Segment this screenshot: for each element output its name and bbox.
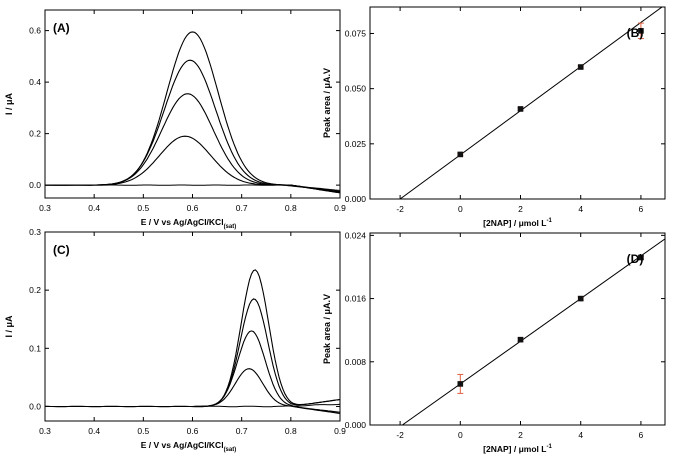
data-point [638,28,644,34]
data-point [457,381,464,387]
x-axis-label-text: E / V vs Ag/AgCl/KCl [141,217,224,227]
plot-frame [369,232,666,426]
x-tick-label: 6 [639,204,644,214]
x-tick-label: 2 [518,430,523,440]
y-tick-label: 0.6 [29,26,41,36]
voltammogram-series [45,135,341,193]
x-tick-label: 0.6 [187,203,199,213]
x-tick-label: 0.9 [334,203,346,213]
x-tick-label: 4 [578,204,583,214]
y-tick-label: 0.025 [345,139,367,149]
y-tick-label: 0.1 [29,343,41,353]
panel-D: -2 0 2 4 6 0.000 0.008 0.016 0.024 (D) [2NAP] / μm… [322,230,666,454]
plot-frame [44,231,341,422]
x-axis-label-subscript: (sat) [224,447,237,453]
x-axis-label-text: [2NAP] / μmol L [483,444,546,454]
x-tick-label: 2 [518,204,523,214]
x-tick-label: 0.3 [39,203,51,213]
y-tick-label: 0.075 [345,28,367,38]
y-tick-label: 0.016 [345,294,367,304]
y-tick-label: 0.0 [29,401,41,411]
x-tick-label: 0.5 [137,426,149,436]
voltammogram-series [45,269,341,408]
y-tick-label: 0.2 [29,285,41,295]
voltammogram-series [45,330,341,414]
panel-B: -2 0 2 4 6 0.000 0.025 0.050 0.075 (B) [2NAP] / μm… [322,6,666,228]
voltammogram-series [45,298,341,408]
x-axis-label: E / V vs Ag/AgCl/KCl(sat) [141,440,236,453]
y-tick-label: 0.3 [29,227,41,237]
plot-frame [44,9,341,199]
panel-label: (D) [627,252,644,266]
y-tick-label: 0.0 [29,180,41,190]
data-point [517,336,524,343]
x-tick-label: 0.9 [334,426,346,436]
data-point [638,254,644,261]
x-tick-label: 6 [639,430,644,440]
y-tick-label: 0.024 [345,230,367,240]
regression-line [399,7,663,199]
x-tick-label: -2 [396,204,404,214]
panel-label: (A) [53,21,70,35]
data-point [577,295,584,302]
x-tick-label: 0.8 [285,426,297,436]
y-tick-label: 0.008 [345,357,367,367]
x-axis-label: [2NAP] / μmol L-1 [483,444,552,454]
data-point [577,64,584,70]
x-axis-label-text: E / V vs Ag/AgCl/KCl [141,440,224,450]
y-tick-label: 0.000 [345,194,367,204]
y-tick-label: 0.2 [29,129,41,139]
x-tick-label: 0.7 [236,426,248,436]
x-tick-label: -2 [396,430,404,440]
y-tick-label: 0.4 [29,77,41,87]
panel-label: (B) [627,26,644,40]
x-tick-label: 0.5 [137,203,149,213]
plot-frame [369,6,666,200]
data-point [517,106,524,112]
panel-C: 0.3 0.4 0.5 0.6 0.7 0.8 0.9 0.0 0.1 0.2 0.3 (C) E / … [4,227,346,453]
x-axis-label-text: [2NAP] / μmol L [483,218,546,228]
x-axis-label-subscript: (sat) [224,224,237,230]
voltammogram-series [45,31,341,194]
x-tick-label: 0 [458,204,463,214]
panel-label: (C) [53,243,70,257]
x-tick-label: 0.6 [187,426,199,436]
y-axis-label: Peak area / μA.V [322,294,332,364]
regression-line [402,238,665,425]
x-tick-label: 4 [578,430,583,440]
y-axis-label: I / μA [4,315,14,338]
data-point [457,151,464,158]
y-axis-label: Peak area / μA.V [322,68,332,138]
y-tick-label: 0.050 [345,84,367,94]
x-axis-label: E / V vs Ag/AgCl/KCl(sat) [141,217,236,230]
y-axis-label: I / μA [4,92,14,115]
x-tick-label: 0.4 [88,203,100,213]
y-tick-label: 0.000 [345,420,367,430]
panel-A: 0.3 0.4 0.5 0.6 0.7 0.8 0.9 0.0 0.2 0.4 0.6 (A) E / … [4,9,346,230]
x-axis-label-superscript: -1 [546,444,552,450]
x-tick-label: 0.3 [39,426,51,436]
x-tick-label: 0.8 [285,203,297,213]
x-tick-label: 0.7 [236,203,248,213]
voltammogram-series [45,59,341,194]
x-axis-label: [2NAP] / μmol L-1 [483,218,552,228]
x-axis-label-superscript: -1 [546,218,552,224]
x-tick-label: 0 [458,430,463,440]
voltammogram-series [45,93,341,193]
x-tick-label: 0.4 [88,426,100,436]
